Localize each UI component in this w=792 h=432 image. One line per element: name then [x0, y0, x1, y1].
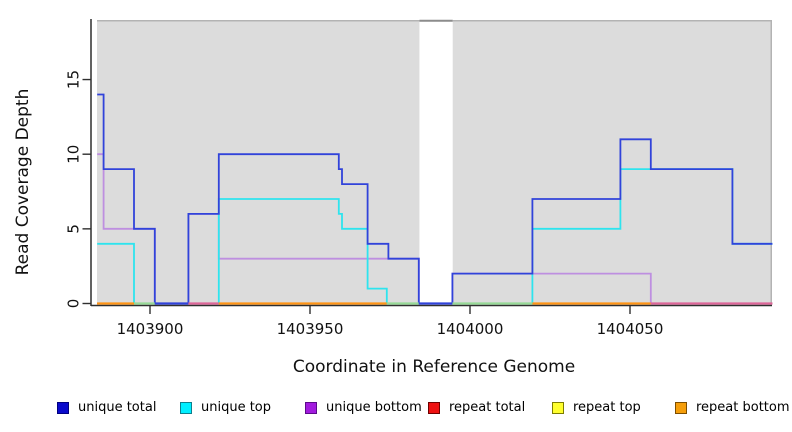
no-data-gap — [419, 18, 453, 306]
legend-label: unique total — [78, 400, 157, 415]
legend-item-repeat-top: repeat top — [552, 400, 641, 415]
legend-item-unique-top: unique top — [180, 400, 271, 415]
legend-swatch-unique-total — [57, 401, 69, 414]
y-axis-title: Read Coverage Depth — [13, 88, 33, 276]
series-unique-total — [97, 93, 773, 305]
legend-swatch-repeat-bottom — [675, 401, 687, 414]
legend-swatch-unique-bottom — [305, 401, 317, 414]
coverage-plot: 0 5 10 15 1403900 1403950 1404000 1404050 — [65, 18, 773, 338]
y-tick-label: 5 — [65, 224, 83, 234]
x-axis-title: Coordinate in Reference Genome — [292, 357, 576, 377]
x-tick-label: 1403950 — [277, 320, 344, 338]
y-tick-label: 15 — [65, 70, 83, 89]
legend-item-repeat-bottom: repeat bottom — [675, 400, 790, 415]
legend-label: repeat bottom — [696, 400, 790, 415]
legend-item-unique-total: unique total — [57, 400, 156, 415]
legend-swatch-unique-top — [180, 401, 192, 414]
x-tick-label: 1404000 — [437, 320, 504, 338]
legend-label: repeat top — [573, 400, 641, 415]
legend-item-repeat-total: repeat total — [428, 400, 525, 415]
y-tick-label: 10 — [65, 145, 83, 164]
y-tick-label: 0 — [65, 299, 83, 309]
legend-item-unique-bottom: unique bottom — [305, 400, 422, 415]
legend-label: unique bottom — [326, 400, 422, 415]
legend-swatch-repeat-total — [428, 401, 440, 414]
legend-swatch-repeat-top — [552, 401, 564, 414]
x-tick-label: 1403900 — [117, 320, 184, 338]
legend-label: unique top — [201, 400, 272, 415]
x-tick-label: 1404050 — [597, 320, 664, 338]
legend-label: repeat total — [449, 400, 526, 415]
